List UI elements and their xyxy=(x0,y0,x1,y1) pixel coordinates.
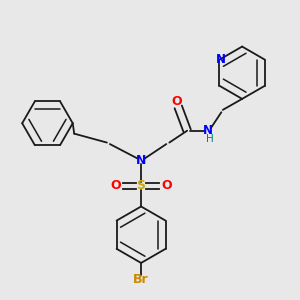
Text: S: S xyxy=(136,179,146,192)
Text: N: N xyxy=(216,53,226,66)
Text: H: H xyxy=(206,134,214,144)
Text: N: N xyxy=(136,154,146,167)
Text: N: N xyxy=(203,124,213,137)
Text: Br: Br xyxy=(133,273,149,286)
Text: O: O xyxy=(161,179,172,192)
Text: O: O xyxy=(171,95,182,108)
Text: O: O xyxy=(110,179,121,192)
